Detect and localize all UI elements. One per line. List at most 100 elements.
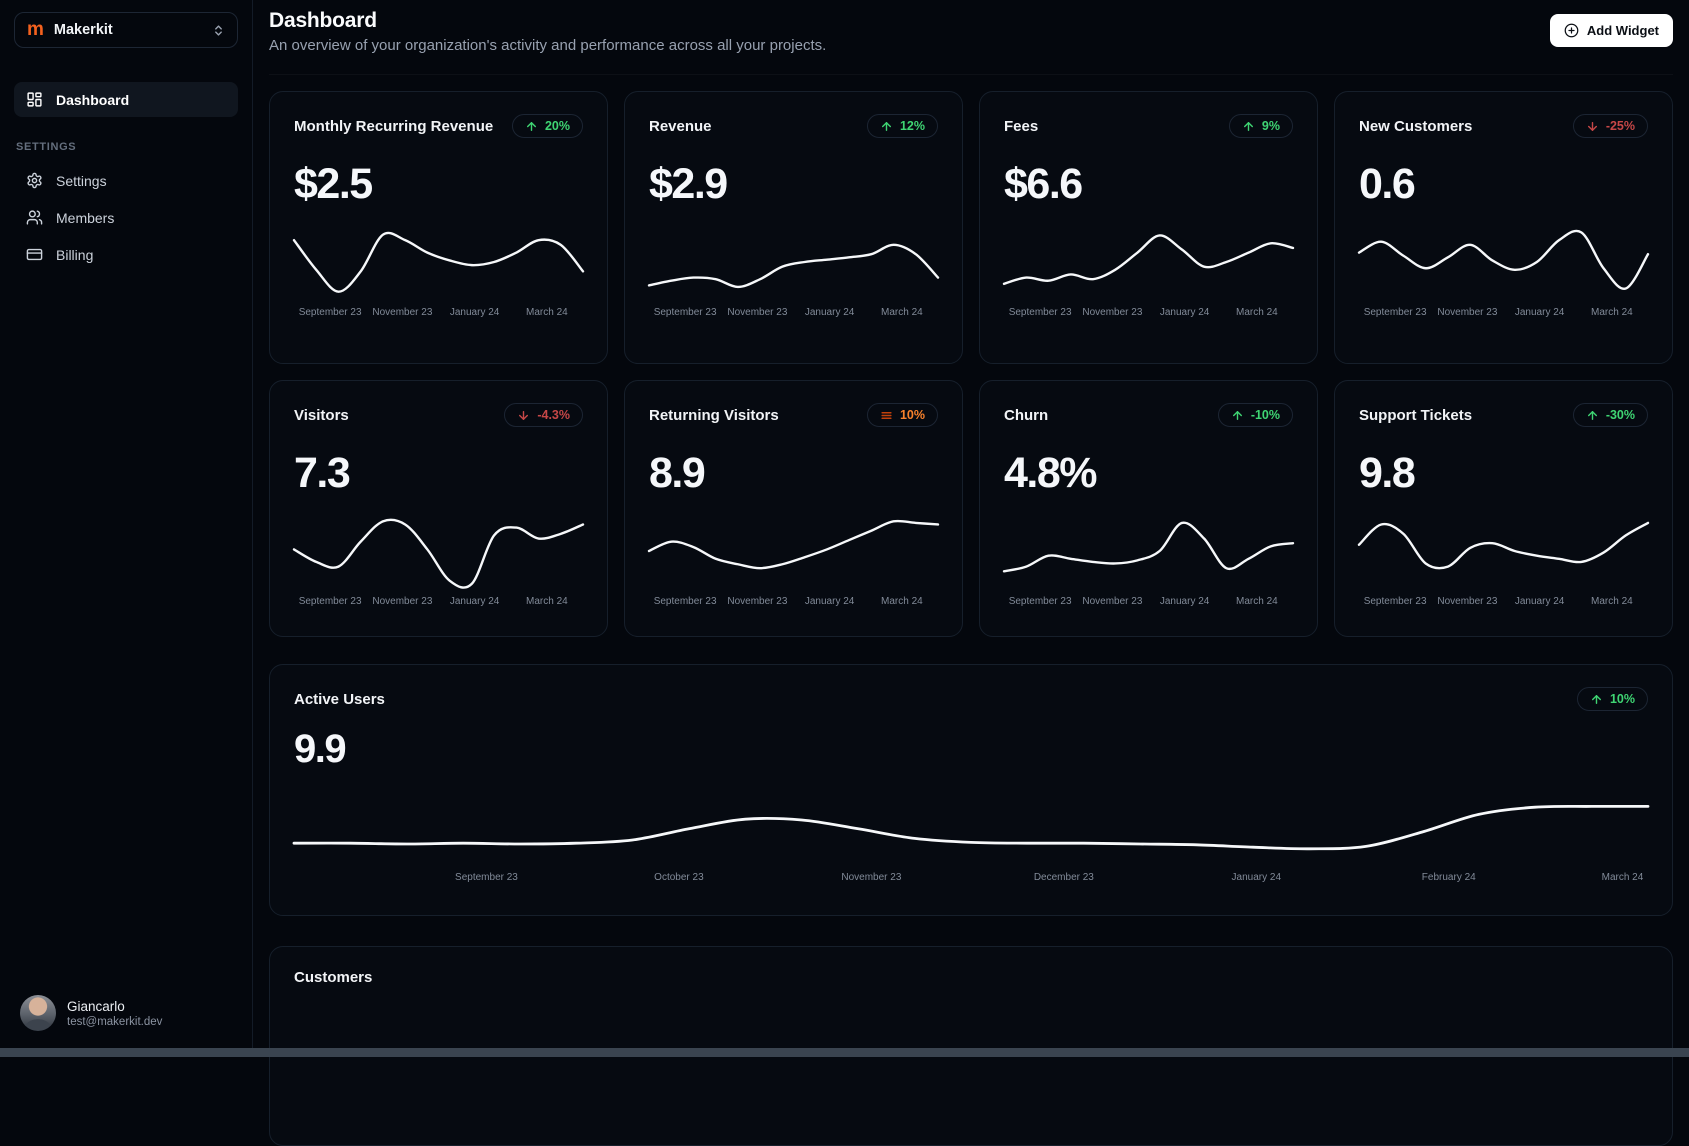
x-tick-label: November 23 xyxy=(841,872,901,883)
chevrons-up-down-icon xyxy=(212,24,225,37)
x-axis-labels: September 23 November 23 January 24 Marc… xyxy=(1359,596,1648,607)
x-axis-labels: September 23 October 23 November 23 Dece… xyxy=(294,872,1648,886)
x-axis-labels: September 23 November 23 January 24 Marc… xyxy=(1359,307,1648,318)
flat-lines-icon xyxy=(880,409,893,422)
card-title: Customers xyxy=(294,969,372,986)
metric-value: 9.9 xyxy=(294,727,1648,772)
x-tick-label: March 24 xyxy=(866,596,938,607)
page-header: Dashboard An overview of your organizati… xyxy=(269,0,1673,75)
card-title: Support Tickets xyxy=(1359,407,1472,424)
x-tick-label: January 24 xyxy=(1504,307,1576,318)
x-tick-label: February 24 xyxy=(1422,872,1476,883)
plus-circle-icon xyxy=(1564,23,1579,38)
x-tick-label: March 24 xyxy=(866,307,938,318)
x-tick-label: January 24 xyxy=(794,307,866,318)
credit-card-icon xyxy=(26,246,43,263)
card-title: Visitors xyxy=(294,407,349,424)
sidebar-item-label: Billing xyxy=(56,247,93,263)
sidebar-item-dashboard[interactable]: Dashboard xyxy=(14,82,238,117)
trend-badge: -25% xyxy=(1573,114,1648,138)
trend-badge: 10% xyxy=(867,403,938,427)
trend-badge: 10% xyxy=(1577,687,1648,711)
trend-badge: 20% xyxy=(512,114,583,138)
sidebar: m Makerkit Dashboard SETTINGS Settings M… xyxy=(0,0,253,1057)
user-name: Giancarlo xyxy=(67,999,162,1014)
trend-value: 20% xyxy=(545,119,570,133)
add-widget-label: Add Widget xyxy=(1587,23,1659,38)
trend-value: -25% xyxy=(1606,119,1635,133)
page-title: Dashboard xyxy=(269,9,826,33)
page-subtitle: An overview of your organization's activ… xyxy=(269,37,826,54)
sidebar-item-billing[interactable]: Billing xyxy=(14,237,238,272)
trend-badge: 9% xyxy=(1229,114,1293,138)
x-axis-labels: September 23 November 23 January 24 Marc… xyxy=(649,596,938,607)
card-title: Revenue xyxy=(649,118,712,135)
x-tick-label: November 23 xyxy=(1431,596,1503,607)
arrow-up-icon xyxy=(1586,409,1599,422)
gear-icon xyxy=(26,172,43,189)
arrow-up-icon xyxy=(525,120,538,133)
trend-value: 9% xyxy=(1262,119,1280,133)
sidebar-nav: Dashboard xyxy=(14,82,238,117)
card-fees: Fees 9% $6.6 September 23 November 23 Ja… xyxy=(979,91,1318,364)
x-axis-labels: September 23 November 23 January 24 Marc… xyxy=(294,307,583,318)
sparkline-chart xyxy=(649,223,938,301)
x-tick-label: September 23 xyxy=(455,872,518,883)
x-axis-labels: September 23 November 23 January 24 Marc… xyxy=(649,307,938,318)
x-axis-labels: September 23 November 23 January 24 Marc… xyxy=(294,596,583,607)
arrow-up-icon xyxy=(880,120,893,133)
card-customers: Customers xyxy=(269,946,1673,1146)
sparkline-chart xyxy=(1004,223,1293,301)
settings-section-label: SETTINGS xyxy=(16,141,236,153)
sidebar-item-settings[interactable]: Settings xyxy=(14,163,238,198)
trend-value: -10% xyxy=(1251,408,1280,422)
trend-value: -30% xyxy=(1606,408,1635,422)
add-widget-button[interactable]: Add Widget xyxy=(1550,14,1673,47)
card-new-customers: New Customers -25% 0.6 September 23 Nove… xyxy=(1334,91,1673,364)
members-icon xyxy=(26,209,43,226)
trend-badge: 12% xyxy=(867,114,938,138)
metric-value: 4.8% xyxy=(1004,449,1293,498)
x-tick-label: March 24 xyxy=(1576,596,1648,607)
metric-cards-grid: Monthly Recurring Revenue 20% $2.5 Septe… xyxy=(269,75,1673,637)
bottom-scrollbar[interactable] xyxy=(0,1048,1689,1057)
sparkline-chart xyxy=(1359,223,1648,301)
x-tick-label: November 23 xyxy=(366,596,438,607)
x-tick-label: November 23 xyxy=(721,307,793,318)
user-avatar xyxy=(20,995,56,1031)
x-axis-labels: September 23 November 23 January 24 Marc… xyxy=(1004,596,1293,607)
x-tick-label: November 23 xyxy=(721,596,793,607)
x-tick-label: September 23 xyxy=(294,307,366,318)
x-tick-label: March 24 xyxy=(511,307,583,318)
x-tick-label: December 23 xyxy=(1034,872,1094,883)
metric-value: 8.9 xyxy=(649,449,938,498)
metric-value: 7.3 xyxy=(294,449,583,498)
arrow-up-icon xyxy=(1242,120,1255,133)
main-content: Dashboard An overview of your organizati… xyxy=(253,0,1689,1057)
card-support-tickets: Support Tickets -30% 9.8 September 23 No… xyxy=(1334,380,1673,637)
x-tick-label: November 23 xyxy=(1076,596,1148,607)
workspace-name: Makerkit xyxy=(54,22,113,38)
card-monthly-recurring-revenue: Monthly Recurring Revenue 20% $2.5 Septe… xyxy=(269,91,608,364)
sidebar-item-members[interactable]: Members xyxy=(14,200,238,235)
card-title: Monthly Recurring Revenue xyxy=(294,118,493,135)
trend-value: -4.3% xyxy=(537,408,570,422)
trend-value: 12% xyxy=(900,119,925,133)
workspace-selector[interactable]: m Makerkit xyxy=(14,12,238,48)
x-axis-labels: September 23 November 23 January 24 Marc… xyxy=(1004,307,1293,318)
arrow-up-icon xyxy=(1590,693,1603,706)
active-users-chart xyxy=(294,784,1648,864)
x-tick-label: January 24 xyxy=(1149,596,1221,607)
sidebar-item-label: Settings xyxy=(56,173,107,189)
x-tick-label: September 23 xyxy=(1359,596,1431,607)
card-returning-visitors: Returning Visitors 10% 8.9 September 23 … xyxy=(624,380,963,637)
user-profile[interactable]: Giancarlo test@makerkit.dev xyxy=(14,989,238,1043)
makerkit-logo-icon: m xyxy=(27,21,44,39)
arrow-up-icon xyxy=(1231,409,1244,422)
sidebar-item-label: Members xyxy=(56,210,114,226)
arrow-down-icon xyxy=(1586,120,1599,133)
card-visitors: Visitors -4.3% 7.3 September 23 November… xyxy=(269,380,608,637)
trend-value: 10% xyxy=(900,408,925,422)
sparkline-chart xyxy=(1004,512,1293,590)
card-active-users: Active Users 10% 9.9 September 23 Octobe… xyxy=(269,664,1673,916)
